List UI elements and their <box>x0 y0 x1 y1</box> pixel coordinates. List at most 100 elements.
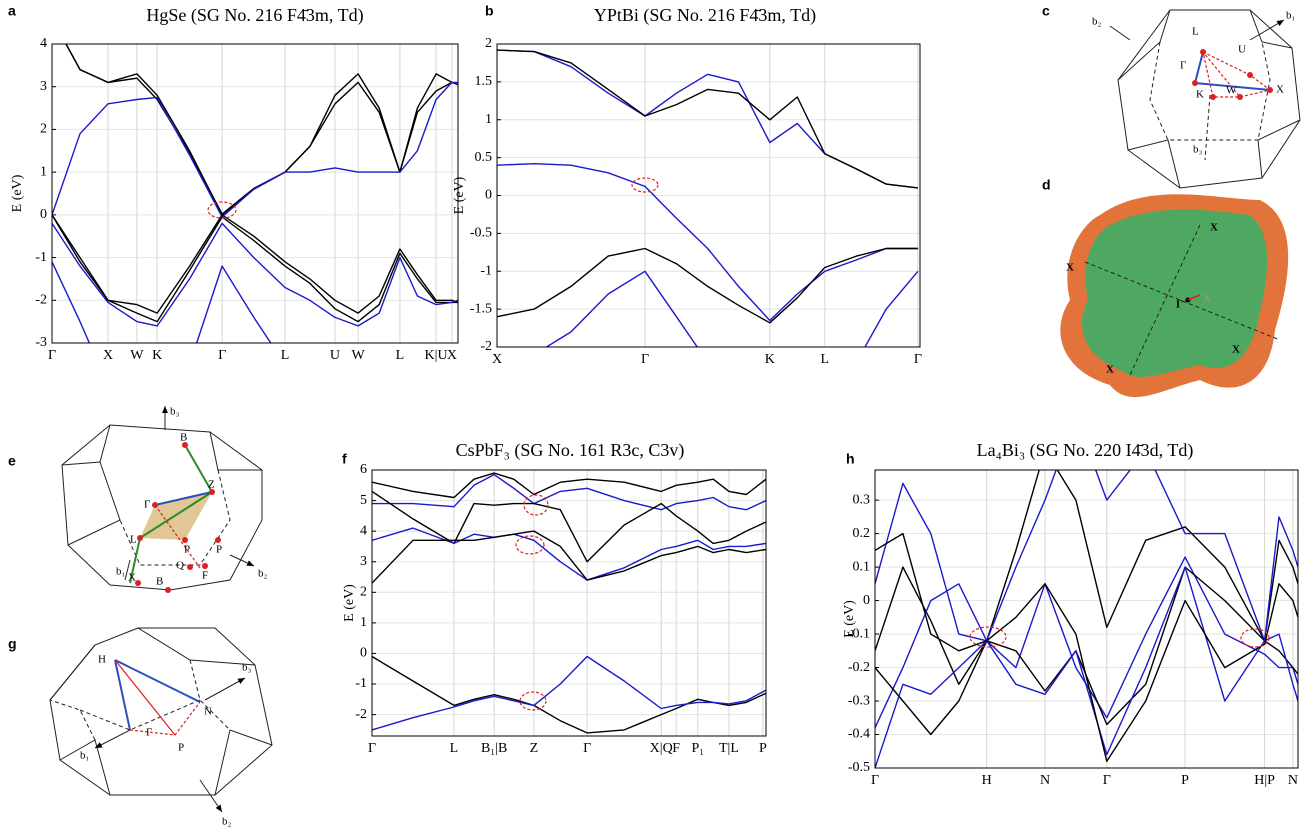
y-tick-label: 0.2 <box>853 526 871 541</box>
x-tick-label: X <box>492 352 502 367</box>
bz-hidden-edge <box>49 699 96 741</box>
highlight-ellipse <box>207 201 237 219</box>
y-axis-label: E (eV) <box>10 174 25 212</box>
k-point <box>209 489 215 495</box>
diagram-label: Γ <box>146 727 152 739</box>
axis-arrow <box>199 779 223 813</box>
y-tick-label: 0 <box>40 207 47 222</box>
y-tick-label: -0.4 <box>848 727 870 742</box>
bz-edge <box>137 627 256 666</box>
y-tick-label: 1 <box>40 164 47 179</box>
k-path-red <box>154 504 201 569</box>
y-tick-label: -0.2 <box>848 660 870 675</box>
diagram-label: X <box>1210 222 1218 234</box>
k-path-blue <box>114 659 131 731</box>
band <box>875 566 1298 736</box>
chart-title: HgSe (SG No. 216 F4̄3m, Td) <box>146 5 363 26</box>
highlight-ellipse <box>515 535 545 555</box>
diagram-label: X <box>1232 344 1240 356</box>
x-tick-label: N <box>1040 773 1050 788</box>
x-tick-label: Γ <box>1103 773 1111 788</box>
plot-frame <box>874 469 1299 769</box>
y-tick-label: 0.5 <box>475 150 493 165</box>
x-tick-label: Γ <box>871 773 879 788</box>
highlight-ellipse <box>519 691 547 711</box>
y-tick-label: -1 <box>480 263 492 278</box>
y-tick-label: -0.5 <box>470 226 492 241</box>
k-point <box>187 564 193 570</box>
x-tick-label: L <box>281 348 290 363</box>
x-tick-label: K <box>152 348 162 363</box>
band <box>497 49 918 189</box>
y-tick-label: 5 <box>360 493 367 508</box>
band-chart: CsPbF₃ (SG No. 161 R3c, C3v) E (eV) -2 -1 0 1… <box>342 440 767 756</box>
k-point <box>1247 72 1253 78</box>
band <box>875 566 1298 768</box>
k-path-red <box>114 659 176 736</box>
diagram-label: X <box>1276 84 1284 96</box>
y-tick-label: 3 <box>40 79 47 94</box>
k-point <box>182 537 188 543</box>
y-tick-label: -0.5 <box>848 760 870 775</box>
y-axis-label: E (eV) <box>452 176 467 214</box>
axis-arrow <box>1204 94 1211 161</box>
band <box>497 247 918 324</box>
x-tick-label: T|L <box>719 741 739 756</box>
band <box>875 470 1298 642</box>
y-axis-label: E (eV) <box>342 584 357 622</box>
axis-arrow <box>1109 25 1131 41</box>
diagram-label: H <box>98 654 106 666</box>
y-tick-label: 0 <box>863 593 870 608</box>
diagram-label: b₁ <box>80 750 90 762</box>
diagram-label: P <box>178 742 184 754</box>
diagram-label: K <box>1196 89 1204 101</box>
k-point <box>1192 80 1198 86</box>
diagram-label: b₁ <box>116 566 126 578</box>
band <box>372 655 766 734</box>
x-tick-label: B₁|B <box>481 741 507 756</box>
panel-label: d <box>1042 177 1051 193</box>
k-point <box>135 580 141 586</box>
diagram-label: B <box>156 576 163 588</box>
band <box>875 470 1298 685</box>
band <box>372 527 766 581</box>
x-tick-label: X <box>103 348 113 363</box>
k-path <box>1202 51 1272 98</box>
panel-label: f <box>342 451 347 467</box>
band <box>372 472 766 499</box>
panel-label: b <box>485 3 494 19</box>
axis-arrow <box>1249 19 1285 41</box>
inner-sheet <box>1081 209 1268 377</box>
band-chart: YPtBi (SG No. 216 F4̄3m, Td) E (eV) -2 -1.5… <box>452 5 922 367</box>
k-path-blue <box>1194 51 1204 84</box>
bz-hidden-edge <box>79 699 201 731</box>
y-tick-label: 0.1 <box>853 559 871 574</box>
y-tick-label: 2 <box>485 36 492 51</box>
plot-frame <box>371 469 767 737</box>
band <box>875 556 1298 729</box>
k-path-blue <box>154 491 213 506</box>
bz-edge <box>214 729 273 796</box>
x-tick-label: P <box>1181 773 1189 788</box>
x-tick-label: F <box>672 741 680 756</box>
band <box>372 530 766 584</box>
band-chart: HgSe (SG No. 216 F4̄3m, Td) E (eV) -3 -2 -1 0… <box>10 5 459 363</box>
diagram-label: b₂ <box>1092 16 1102 28</box>
x-tick-label: X|Q <box>650 741 673 756</box>
diagram-label: Γ <box>1176 299 1183 311</box>
y-tick-label: 1.5 <box>475 74 493 89</box>
k-point <box>1210 94 1216 100</box>
diagram-label: b₃ <box>1193 144 1203 156</box>
x-tick-label: W <box>352 348 366 363</box>
diagram-label: Q <box>176 560 184 572</box>
band-chart: La₄Bi₃ (SG No. 220 I4̄3d, Td) E (eV) -0.5 -… <box>842 440 1299 788</box>
diagram-label: Γ <box>144 499 150 511</box>
k-path-blue <box>1194 82 1271 91</box>
band <box>65 44 458 216</box>
bz-outline <box>1117 9 1301 189</box>
axis-arrow <box>204 677 246 701</box>
brillouin-zone-g: H b₃ N Γ P b₁ b₂ <box>49 627 273 828</box>
k-point <box>215 537 221 543</box>
k-point <box>182 442 188 448</box>
